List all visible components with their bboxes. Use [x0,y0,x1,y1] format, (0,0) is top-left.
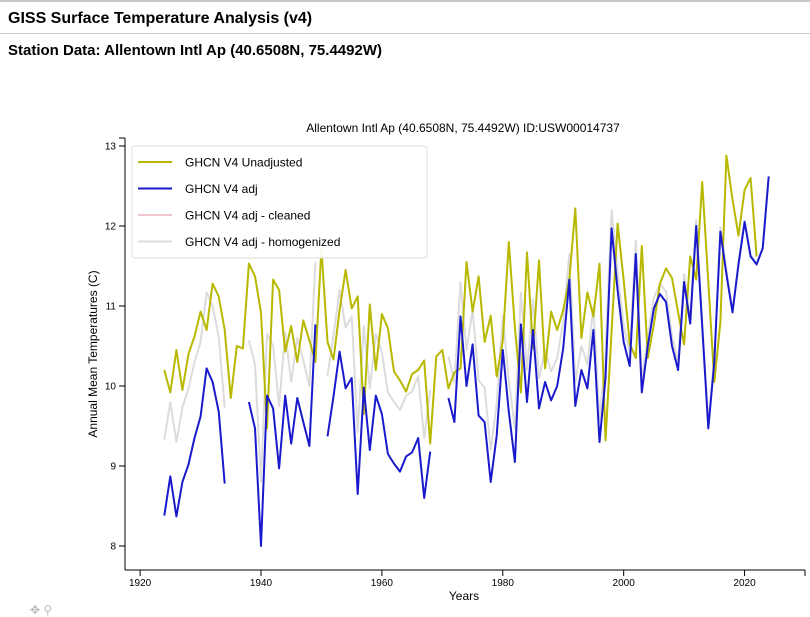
series-line-1 [163,176,770,547]
station-subtitle: Station Data: Allentown Intl Ap (40.6508… [8,42,382,59]
legend-label-2: GHCN V4 adj - cleaned [185,209,310,223]
move-icon[interactable]: ✥ [30,603,41,617]
x-tick-label: 2020 [733,578,756,589]
legend-box [131,145,428,259]
legend-label-1: GHCN V4 adj [185,182,258,196]
chart-tools[interactable]: ✥ ⚲ [30,603,52,617]
chart-title: Allentown Intl Ap (40.6508N, 75.4492W) I… [306,121,620,135]
x-tick-label: 1960 [371,578,394,589]
y-tick-label: 10 [105,382,117,393]
legend-label-3: GHCN V4 adj - homogenized [185,235,340,249]
y-axis-label: Annual Mean Temperatures (C) [86,270,100,437]
y-tick-label: 8 [110,542,116,553]
top-rule [0,0,810,2]
y-tick-label: 12 [105,222,117,233]
x-axis-label: Years [449,589,479,603]
app-title: GISS Surface Temperature Analysis (v4) [8,10,313,27]
y-tick-label: 13 [105,142,117,153]
legend-label-0: GHCN V4 Unadjusted [185,156,302,170]
x-tick-label: 1920 [129,578,152,589]
x-tick-label: 1980 [492,578,515,589]
series-line-3 [163,176,770,483]
zoom-icon[interactable]: ⚲ [43,603,53,617]
y-tick-label: 11 [106,302,117,313]
title-rule [0,33,810,34]
x-tick-label: 2000 [613,578,636,589]
x-tick-label: 1940 [250,578,273,589]
y-tick-label: 9 [110,462,116,473]
